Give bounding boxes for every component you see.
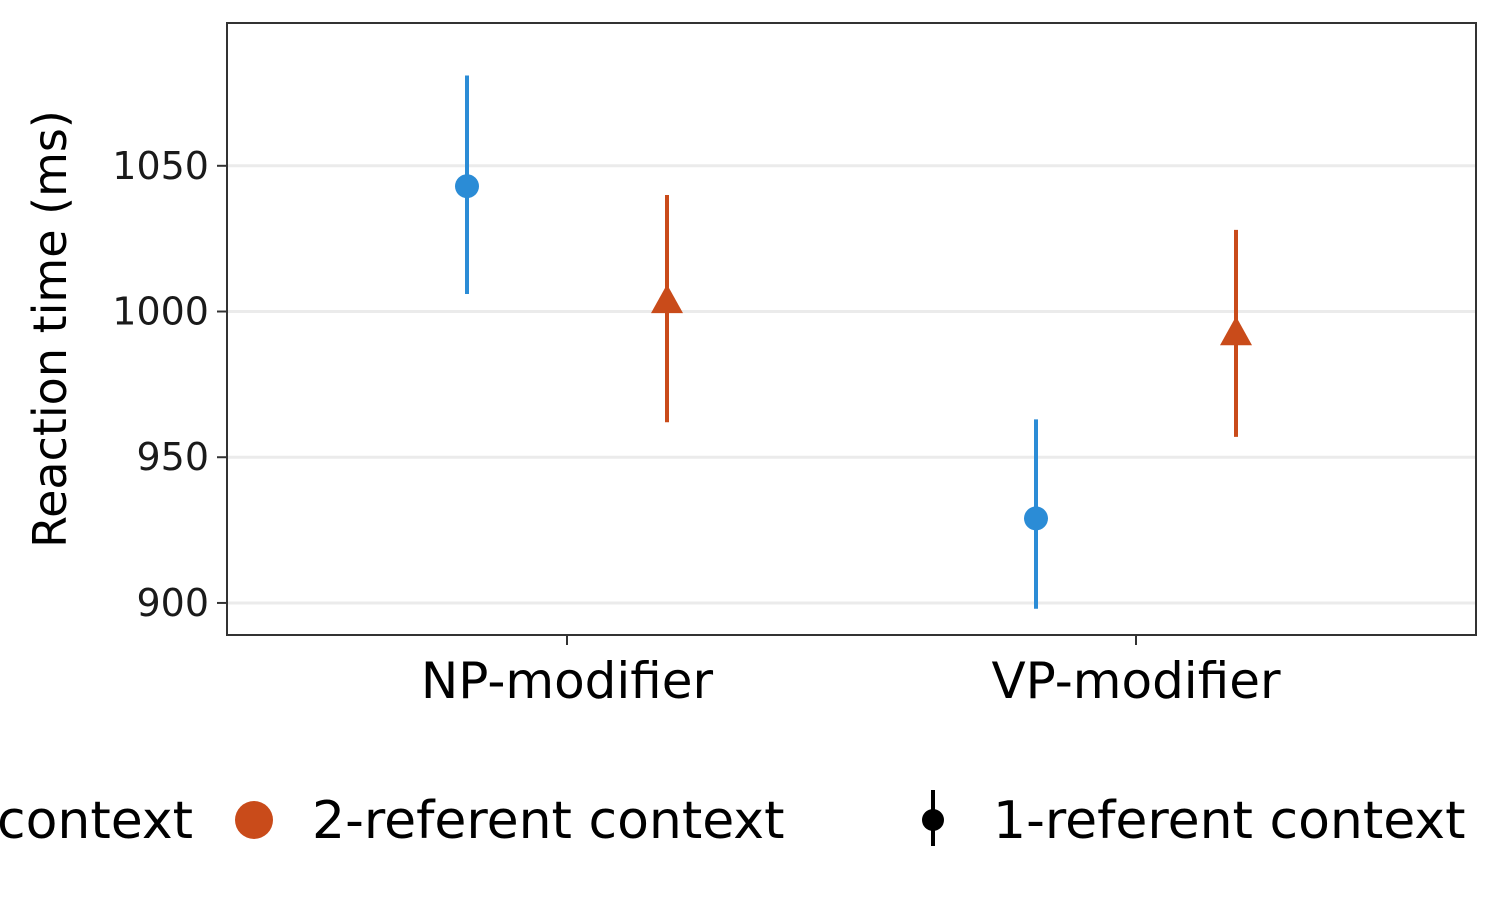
y-axis-title: Reaction time (ms): [23, 110, 77, 548]
data-point: [455, 174, 479, 199]
data-point: [651, 284, 683, 314]
data-point: [1220, 316, 1252, 346]
x-axis: NP-modifier VP-modifier: [421, 635, 1281, 710]
grid-lines: [227, 164, 1476, 605]
data-point: [1024, 506, 1048, 531]
legend: context 2-referent context 1-referent cont…: [0, 790, 1465, 851]
y-tick-label: 900: [136, 581, 209, 625]
y-tick-label: 1000: [112, 290, 209, 334]
y-axis: 900 950 1000 1050: [112, 144, 227, 625]
legend-key: [235, 801, 273, 839]
legend-label: 1-referent context: [993, 791, 1465, 851]
data-marks: [455, 75, 1252, 609]
y-tick-label: 950: [136, 435, 209, 479]
x-tick-label: VP-modifier: [991, 652, 1280, 710]
legend-label: 2-referent context: [312, 791, 784, 851]
legend-key: [922, 809, 944, 831]
y-tick-label: 1050: [112, 144, 209, 188]
x-tick-label: NP-modifier: [421, 652, 714, 710]
legend-label: context: [0, 791, 193, 851]
plot-panel-border: [226, 22, 1477, 636]
